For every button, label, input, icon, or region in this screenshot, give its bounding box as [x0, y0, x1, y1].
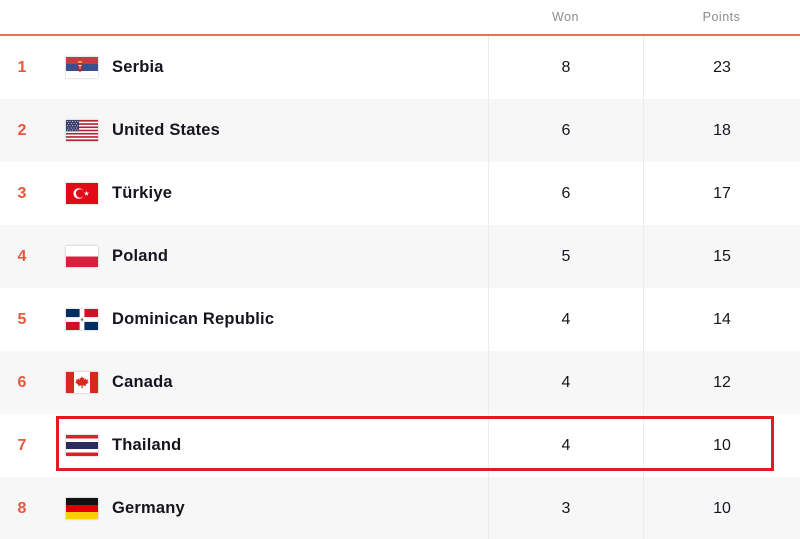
points-value: 10: [643, 477, 800, 539]
country-name: Türkiye: [112, 184, 173, 202]
rank-number: 1: [17, 58, 27, 76]
won-value: 6: [488, 162, 643, 225]
table-row-dominican-republic[interactable]: 5 Dominican Republic 4 14: [0, 288, 800, 351]
table-row-germany[interactable]: 8 Germany 3 10: [0, 477, 800, 539]
canada-flag-icon: [66, 372, 98, 393]
thailand-flag-icon: [66, 435, 98, 456]
country-name: Thailand: [112, 436, 182, 454]
country-name: Dominican Republic: [112, 310, 275, 328]
united-states-flag-icon: [66, 120, 98, 141]
points-value: 12: [643, 351, 800, 414]
country-name: Germany: [112, 499, 185, 517]
rank-number: 8: [17, 499, 27, 517]
table-row-turkiye[interactable]: 3 Türkiye 6 17: [0, 162, 800, 225]
won-value: 6: [488, 99, 643, 162]
germany-flag-icon: [66, 498, 98, 519]
rank-number: 6: [17, 373, 27, 391]
table-header: Won Points: [0, 0, 800, 36]
points-value: 23: [643, 36, 800, 99]
rank-number: 4: [17, 247, 27, 265]
country-name: Canada: [112, 373, 173, 391]
rank-number: 5: [17, 310, 27, 328]
points-value: 14: [643, 288, 800, 351]
table-row-united-states[interactable]: 2 United States 6 18: [0, 99, 800, 162]
points-value: 18: [643, 99, 800, 162]
turkiye-flag-icon: [66, 183, 98, 204]
dominican-republic-flag-icon: [66, 309, 98, 330]
team-column-header: [0, 0, 488, 34]
country-name: United States: [112, 121, 221, 139]
table-row-canada[interactable]: 6 Canada 4 12: [0, 351, 800, 414]
table-row-serbia[interactable]: 1 Serbia 8 23: [0, 36, 800, 99]
country-name: Serbia: [112, 58, 164, 76]
points-value: 15: [643, 225, 800, 288]
poland-flag-icon: [66, 246, 98, 267]
won-value: 5: [488, 225, 643, 288]
serbia-flag-icon: [66, 57, 98, 78]
won-value: 3: [488, 477, 643, 539]
won-value: 8: [488, 36, 643, 99]
won-value: 4: [488, 351, 643, 414]
won-value: 4: [488, 414, 643, 477]
points-value: 10: [643, 414, 800, 477]
table-row-poland[interactable]: 4 Poland 5 15: [0, 225, 800, 288]
country-name: Poland: [112, 247, 169, 265]
rank-number: 3: [17, 184, 27, 202]
rank-number: 7: [17, 436, 27, 454]
won-column-header: Won: [552, 10, 579, 24]
table-row-thailand[interactable]: 7 Thailand 4 10: [0, 414, 800, 477]
rank-number: 2: [17, 121, 27, 139]
points-column-header: Points: [702, 10, 741, 24]
won-value: 4: [488, 288, 643, 351]
points-value: 17: [643, 162, 800, 225]
